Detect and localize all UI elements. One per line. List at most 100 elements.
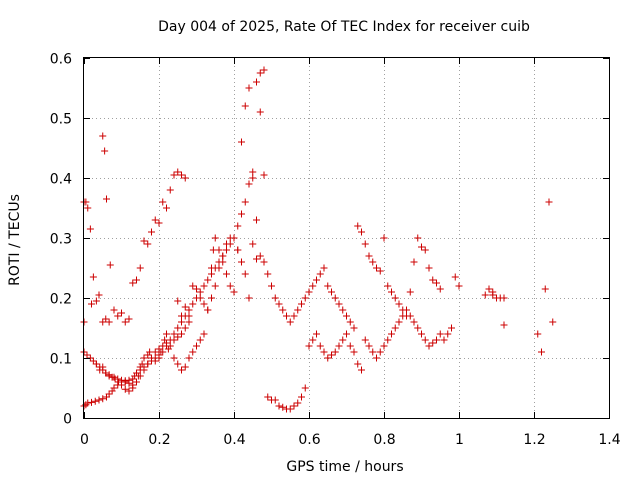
data-point	[174, 168, 182, 176]
data-point	[305, 288, 313, 296]
data-point	[138, 360, 146, 368]
x-tick-label: 0.8	[373, 432, 395, 448]
data-point	[534, 330, 542, 338]
y-axis-label: ROTI / TECUs	[7, 194, 23, 286]
data-point	[99, 132, 107, 140]
data-point	[358, 366, 365, 374]
y-tick-labels: 0 0.1 0.2 0.3 0.4 0.5 0.6	[50, 52, 72, 428]
data-point	[234, 222, 242, 230]
data-point	[373, 264, 380, 272]
data-point	[146, 348, 154, 356]
data-point	[388, 288, 395, 296]
data-point	[136, 264, 144, 272]
data-point	[256, 252, 264, 260]
data-point	[245, 84, 253, 92]
data-point	[245, 180, 253, 188]
data-point	[448, 324, 455, 332]
x-tick-labels: 0 0.2 0.4 0.6 0.8 1 1.2 1.4	[80, 432, 621, 448]
data-point	[105, 318, 113, 326]
data-point	[418, 330, 425, 338]
data-points	[80, 66, 557, 413]
data-point	[440, 336, 448, 344]
data-point	[185, 312, 193, 320]
x-axis-label: GPS time / hours	[286, 459, 403, 475]
data-point	[125, 379, 133, 387]
data-point	[253, 255, 260, 263]
data-point	[99, 363, 107, 371]
data-point	[88, 300, 95, 308]
data-point	[196, 336, 204, 344]
data-point	[384, 282, 392, 290]
data-point	[298, 300, 305, 308]
data-point	[211, 282, 219, 290]
y-tick-label: 0.5	[50, 112, 72, 128]
data-point	[320, 264, 328, 272]
data-point	[208, 264, 215, 272]
data-point	[136, 363, 144, 371]
data-point	[238, 210, 245, 218]
data-point	[316, 270, 324, 278]
data-point	[365, 342, 373, 350]
data-point	[114, 375, 122, 383]
data-point	[102, 369, 110, 377]
data-point	[275, 300, 283, 308]
data-point	[118, 376, 125, 384]
data-point	[331, 294, 339, 302]
data-point	[425, 342, 433, 350]
data-point	[129, 279, 137, 287]
y-tick-label: 0.2	[50, 292, 72, 308]
data-point	[365, 252, 373, 260]
data-point	[279, 403, 287, 411]
x-tick-label: 0	[80, 432, 89, 448]
data-point	[249, 168, 257, 176]
data-point	[230, 288, 238, 296]
data-point	[260, 66, 268, 74]
data-point	[429, 339, 437, 347]
data-point	[96, 366, 104, 374]
y-tick-label: 0.3	[50, 232, 72, 248]
data-point	[129, 375, 137, 383]
data-point	[163, 342, 170, 350]
data-point	[260, 171, 268, 179]
data-point	[157, 348, 165, 356]
data-point	[361, 336, 369, 344]
data-point	[335, 300, 343, 308]
data-point	[181, 324, 189, 332]
data-point	[268, 282, 275, 290]
data-point	[279, 306, 287, 314]
data-point	[155, 354, 163, 362]
data-point	[114, 381, 122, 389]
data-point	[549, 318, 557, 326]
data-point	[298, 393, 305, 401]
data-point	[185, 318, 193, 326]
data-point	[414, 324, 422, 332]
data-point	[189, 300, 197, 308]
data-point	[429, 276, 437, 284]
data-point	[294, 306, 302, 314]
data-point	[358, 228, 365, 236]
data-point	[410, 258, 418, 266]
data-point	[174, 297, 182, 305]
data-point	[354, 360, 362, 368]
data-point	[500, 321, 508, 329]
y-tick-label: 0.4	[50, 172, 72, 188]
data-point	[339, 336, 347, 344]
data-point	[208, 270, 215, 278]
data-point	[226, 282, 234, 290]
data-point	[200, 300, 208, 308]
data-point	[391, 324, 399, 332]
data-point	[178, 312, 185, 320]
data-point	[140, 354, 148, 362]
data-point	[354, 222, 362, 230]
data-point	[271, 396, 279, 404]
data-point	[290, 402, 298, 410]
data-point	[256, 69, 264, 77]
data-point	[148, 228, 155, 236]
data-point	[241, 198, 249, 206]
data-point	[376, 267, 384, 275]
data-point	[151, 216, 159, 224]
data-point	[283, 312, 290, 320]
data-point	[185, 354, 193, 362]
data-point	[320, 348, 328, 356]
